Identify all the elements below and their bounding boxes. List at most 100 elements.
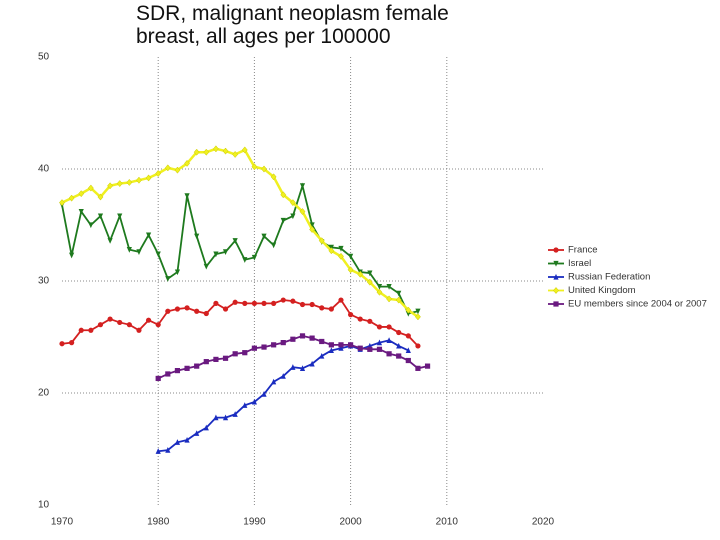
x-tick-label: 2000 bbox=[339, 517, 362, 528]
marker bbox=[251, 163, 258, 171]
marker bbox=[194, 430, 200, 436]
x-tick-label: 1990 bbox=[243, 517, 266, 528]
marker bbox=[155, 322, 161, 328]
marker bbox=[405, 347, 411, 354]
marker bbox=[290, 336, 296, 342]
marker bbox=[348, 253, 354, 260]
marker bbox=[309, 335, 315, 341]
marker bbox=[68, 194, 75, 202]
marker bbox=[241, 146, 248, 154]
legend-label: Israel bbox=[568, 258, 591, 269]
marker bbox=[328, 347, 334, 354]
marker bbox=[145, 317, 152, 323]
marker bbox=[242, 402, 248, 408]
marker bbox=[261, 344, 267, 350]
marker bbox=[203, 148, 210, 156]
marker bbox=[174, 166, 181, 174]
marker bbox=[232, 238, 238, 244]
marker bbox=[328, 247, 335, 255]
marker bbox=[338, 252, 344, 260]
marker bbox=[396, 353, 402, 359]
marker bbox=[395, 296, 402, 304]
marker bbox=[107, 238, 113, 244]
marker bbox=[174, 439, 181, 445]
marker bbox=[328, 306, 334, 312]
marker bbox=[155, 169, 162, 177]
marker bbox=[78, 208, 84, 215]
marker bbox=[184, 193, 190, 199]
marker bbox=[415, 365, 421, 371]
marker bbox=[155, 375, 161, 382]
marker bbox=[318, 237, 325, 245]
marker bbox=[251, 398, 257, 405]
marker bbox=[405, 357, 411, 364]
marker bbox=[271, 242, 277, 249]
marker bbox=[386, 337, 392, 343]
marker bbox=[386, 295, 393, 303]
marker bbox=[107, 316, 113, 322]
marker bbox=[194, 233, 200, 240]
marker bbox=[357, 270, 364, 278]
marker bbox=[280, 340, 286, 346]
marker bbox=[222, 306, 229, 312]
marker bbox=[280, 191, 287, 199]
marker bbox=[309, 225, 316, 233]
marker bbox=[376, 288, 383, 296]
marker bbox=[184, 436, 190, 443]
marker bbox=[69, 340, 75, 346]
marker bbox=[299, 301, 306, 308]
marker bbox=[271, 342, 277, 348]
marker bbox=[357, 345, 363, 351]
marker bbox=[271, 300, 277, 306]
marker bbox=[145, 232, 152, 239]
marker bbox=[261, 300, 267, 306]
marker bbox=[386, 351, 392, 357]
data-line bbox=[61, 298, 419, 347]
legend-label: France bbox=[568, 245, 598, 256]
marker bbox=[319, 352, 325, 359]
marker bbox=[338, 345, 344, 351]
marker bbox=[174, 269, 181, 276]
marker bbox=[367, 318, 373, 324]
marker bbox=[212, 145, 219, 153]
marker bbox=[299, 208, 306, 216]
marker bbox=[338, 342, 344, 348]
marker bbox=[280, 297, 286, 303]
legend-marker bbox=[553, 260, 559, 267]
marker bbox=[213, 300, 219, 306]
marker bbox=[165, 276, 171, 282]
marker bbox=[184, 365, 190, 371]
marker bbox=[194, 308, 200, 314]
marker bbox=[59, 341, 65, 347]
marker bbox=[367, 270, 373, 277]
marker bbox=[309, 222, 315, 229]
marker bbox=[309, 360, 315, 367]
marker bbox=[213, 356, 219, 362]
data-line bbox=[61, 182, 419, 315]
marker bbox=[367, 346, 373, 352]
marker bbox=[242, 300, 248, 306]
marker bbox=[347, 266, 354, 274]
x-tick-label: 2010 bbox=[436, 517, 459, 528]
marker bbox=[174, 306, 181, 312]
marker bbox=[165, 371, 171, 377]
marker bbox=[116, 180, 123, 188]
marker bbox=[165, 308, 171, 314]
y-tick-label: 40 bbox=[38, 164, 50, 175]
marker bbox=[213, 414, 219, 421]
marker bbox=[97, 322, 104, 328]
legend-marker bbox=[553, 287, 559, 294]
marker bbox=[290, 213, 296, 220]
marker bbox=[194, 363, 200, 369]
marker bbox=[396, 329, 402, 336]
marker bbox=[386, 284, 392, 290]
marker bbox=[117, 319, 123, 326]
x-tick-label: 1970 bbox=[51, 517, 74, 528]
marker bbox=[261, 165, 267, 173]
marker bbox=[88, 222, 94, 229]
marker bbox=[145, 174, 152, 182]
x-tick-label: 2020 bbox=[532, 517, 555, 528]
data-line bbox=[61, 147, 419, 318]
marker bbox=[184, 305, 190, 311]
